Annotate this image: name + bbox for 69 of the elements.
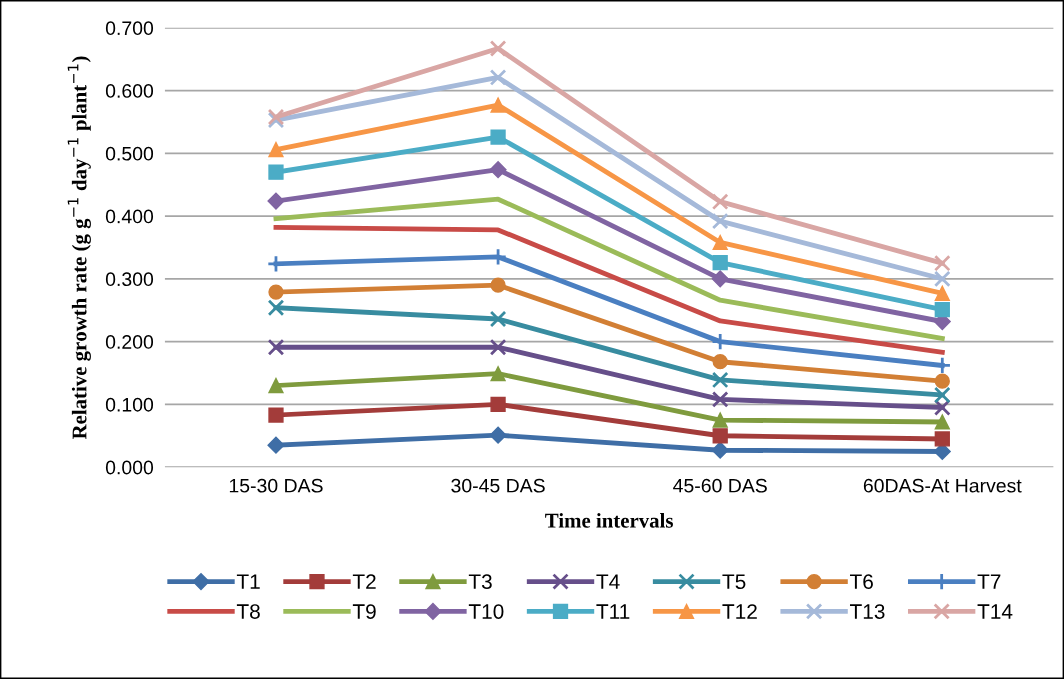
point bbox=[490, 129, 506, 145]
y-tick-label: 0.500 bbox=[105, 146, 154, 161]
point bbox=[711, 270, 729, 288]
x-tick-label: 15-30 DAS bbox=[229, 478, 323, 493]
point bbox=[934, 414, 950, 430]
point bbox=[267, 299, 285, 317]
legend-label: T12 bbox=[722, 604, 757, 619]
point bbox=[711, 371, 729, 389]
legend-label: T4 bbox=[596, 574, 620, 589]
point bbox=[489, 161, 507, 179]
x-tick-label: 60DAS-At Harvest bbox=[863, 478, 1022, 493]
point bbox=[712, 354, 728, 370]
legend-label: T14 bbox=[977, 604, 1013, 619]
point bbox=[267, 192, 285, 210]
point bbox=[489, 338, 507, 356]
point bbox=[933, 386, 951, 404]
legend-label: T5 bbox=[722, 574, 746, 590]
point bbox=[712, 412, 728, 428]
legend-label: T9 bbox=[352, 604, 376, 619]
line-series bbox=[273, 224, 945, 355]
point bbox=[712, 234, 728, 251]
legend-label: T7 bbox=[977, 574, 1001, 589]
point bbox=[712, 428, 728, 444]
point bbox=[268, 164, 284, 180]
point bbox=[933, 270, 951, 288]
legend-label: T3 bbox=[468, 574, 492, 590]
y-tick-label: 0.600 bbox=[105, 84, 154, 98]
point bbox=[268, 377, 284, 394]
point bbox=[489, 69, 507, 86]
point bbox=[490, 396, 506, 413]
point bbox=[267, 436, 285, 454]
point bbox=[490, 366, 506, 382]
point bbox=[490, 277, 506, 293]
point bbox=[934, 285, 950, 301]
point bbox=[711, 391, 729, 408]
point bbox=[268, 284, 284, 300]
point bbox=[934, 301, 950, 318]
line-series bbox=[273, 196, 945, 341]
point bbox=[267, 338, 285, 356]
point bbox=[711, 193, 729, 211]
y-tick-label: 0.000 bbox=[105, 460, 154, 475]
point bbox=[268, 407, 284, 423]
point bbox=[934, 431, 950, 447]
point bbox=[933, 254, 951, 272]
y-tick-label: 0.700 bbox=[105, 21, 154, 36]
y-tick-label: 0.400 bbox=[105, 209, 154, 224]
point bbox=[711, 212, 729, 230]
x-tick-label: 30-45 DAS bbox=[451, 478, 545, 493]
point bbox=[712, 254, 728, 271]
y-tick-label: 0.300 bbox=[105, 272, 154, 287]
legend-label: T1 bbox=[236, 574, 260, 589]
legend-label: T6 bbox=[850, 574, 873, 590]
x-axis-title: Time intervals bbox=[545, 513, 673, 528]
y-tick-label: 0.200 bbox=[105, 335, 154, 349]
legend-label: T11 bbox=[596, 604, 630, 619]
point bbox=[489, 40, 507, 57]
legend-label: T8 bbox=[236, 604, 260, 619]
y-axis-title: Relative growth rate (g g$^{−1}$ day$^{−1}$ plant$^{−1}$) bbox=[67, 56, 91, 440]
legend-label: T2 bbox=[352, 574, 376, 589]
legend-label: T13 bbox=[850, 604, 885, 619]
legend-label: T10 bbox=[468, 604, 504, 619]
x-tick-label: 45-60 DAS bbox=[673, 478, 767, 493]
point bbox=[934, 373, 950, 389]
point bbox=[490, 97, 506, 113]
point bbox=[711, 441, 729, 459]
y-tick-label: 0.100 bbox=[105, 397, 154, 412]
point bbox=[489, 310, 507, 328]
point bbox=[268, 141, 284, 158]
point bbox=[489, 426, 507, 444]
